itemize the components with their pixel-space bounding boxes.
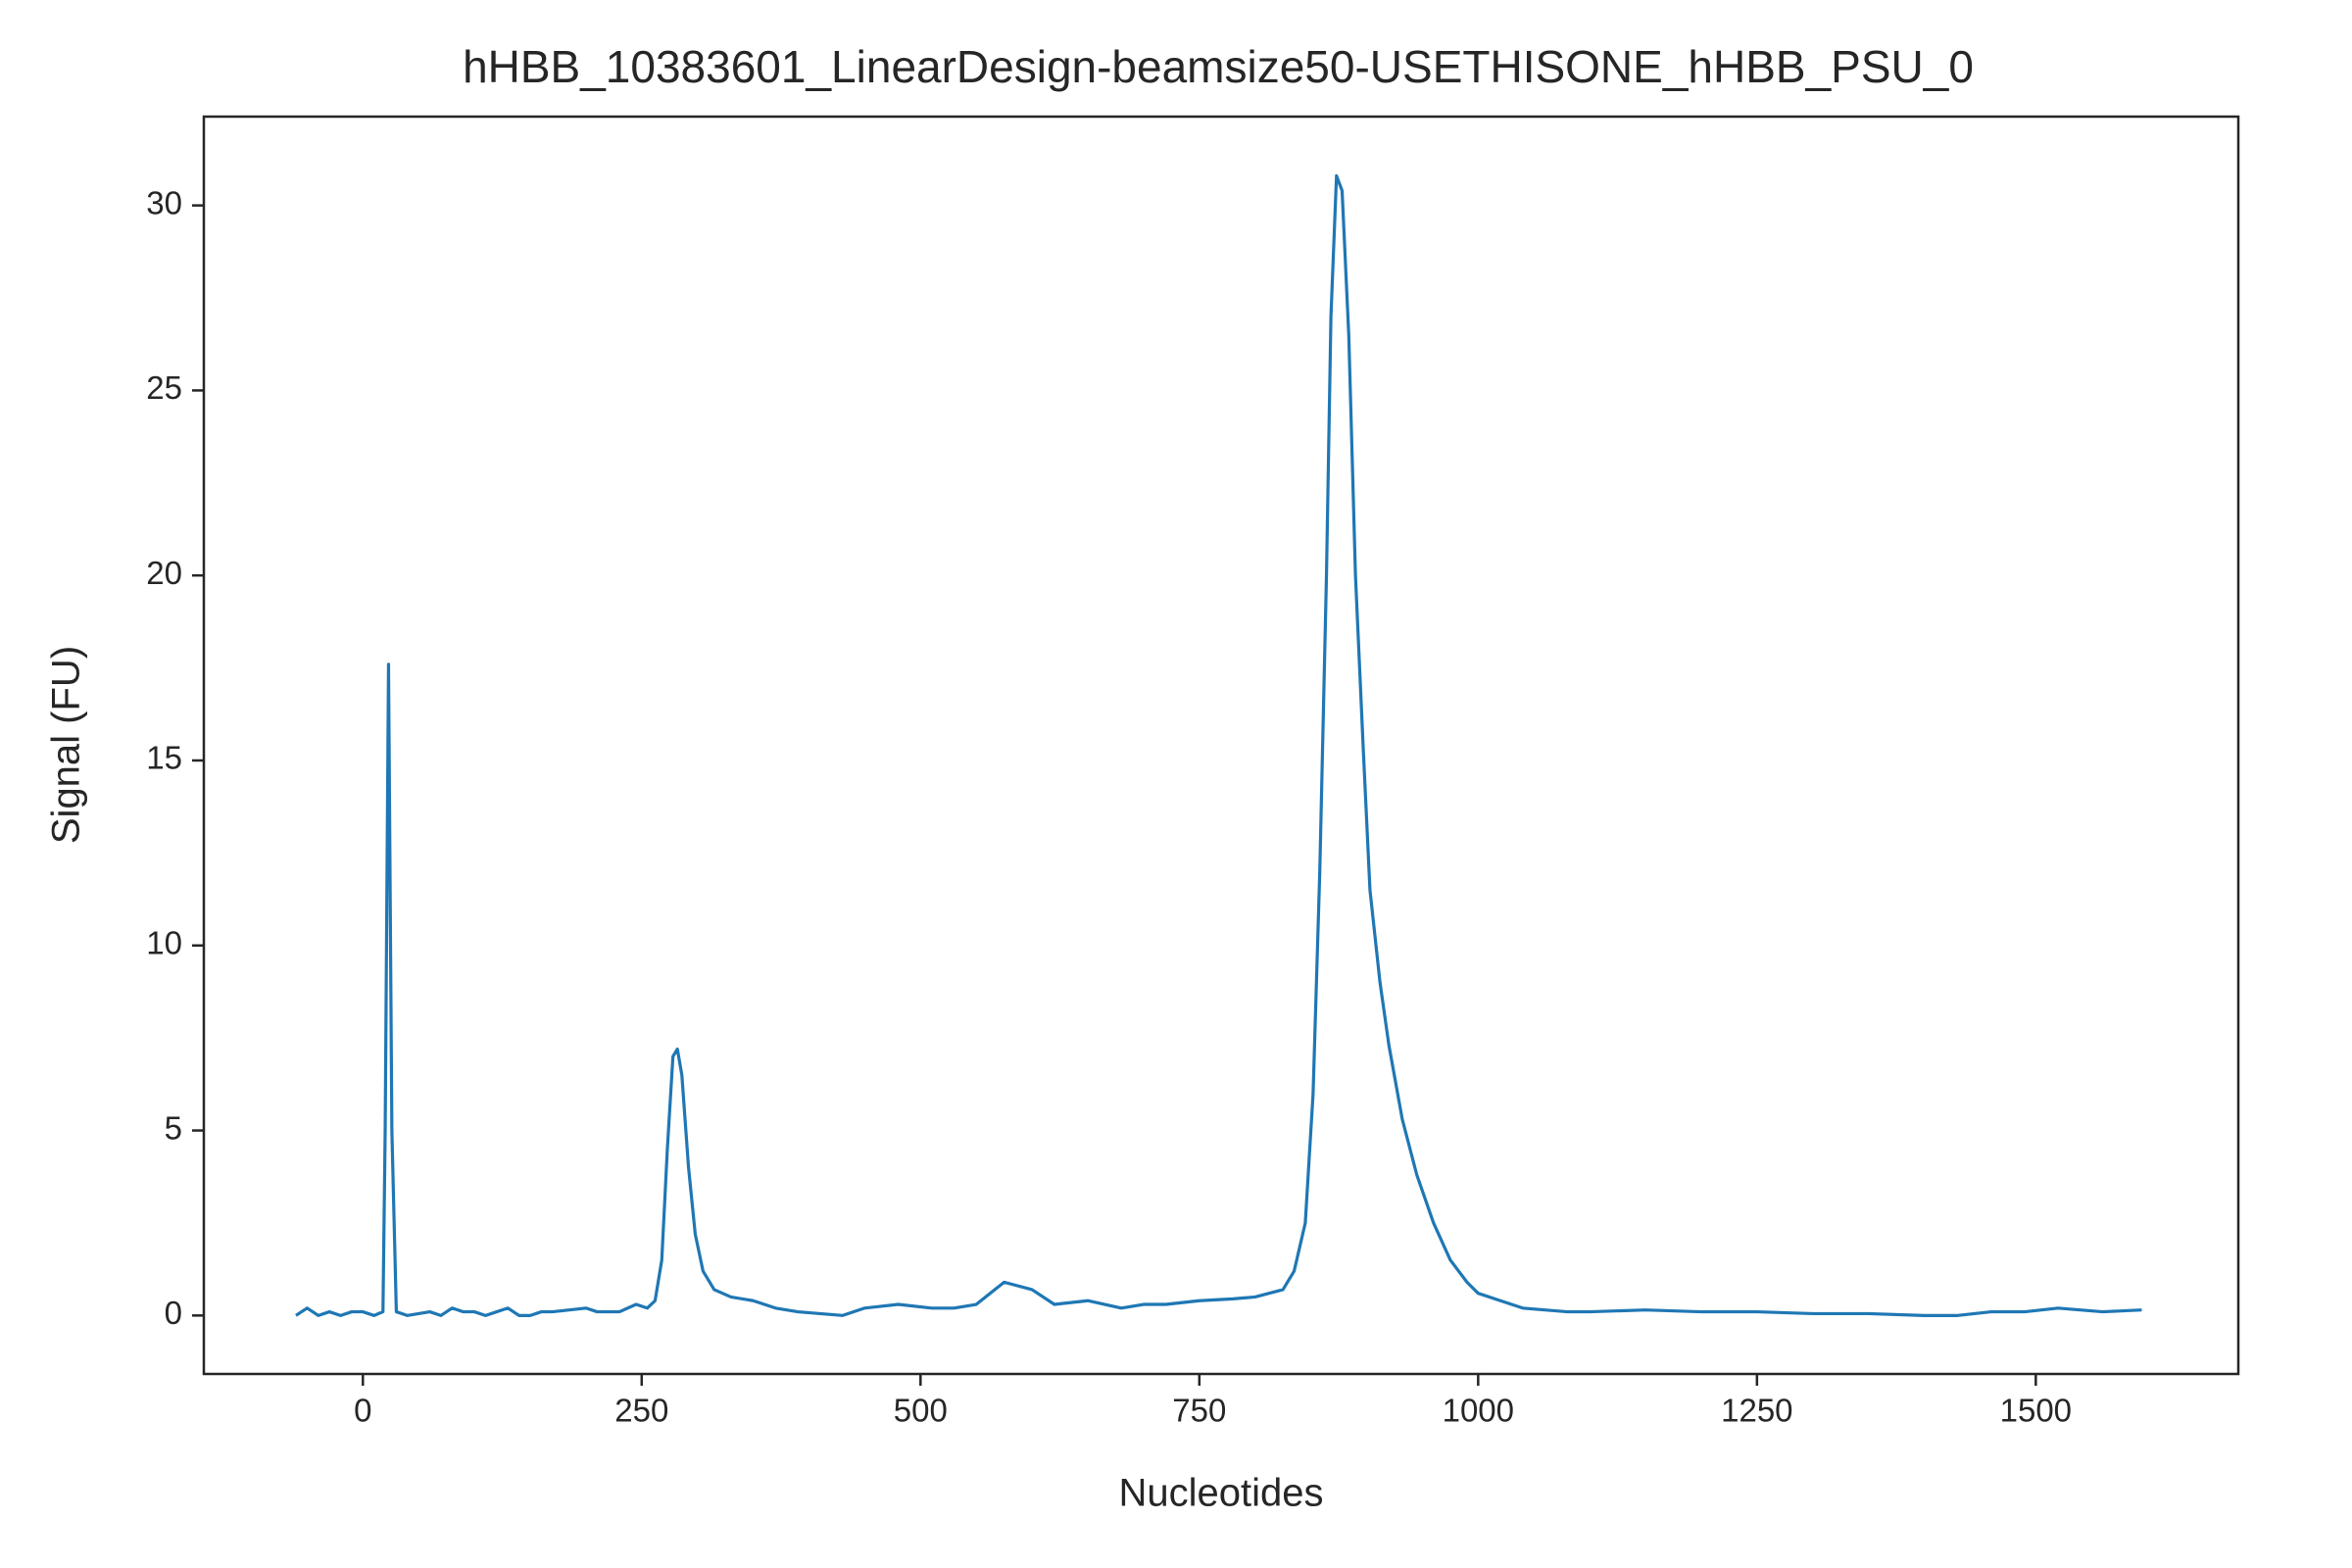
plot-frame (202, 115, 2240, 1376)
x-tick-label: 500 (894, 1393, 948, 1429)
plot-area: 0 250 500 750 1000 1250 1500 0 5 10 15 20 25 30 (146, 115, 2240, 1429)
y-tick-label: 0 (165, 1295, 182, 1331)
chart-title: hHBB_10383601_LinearDesign-beamsize50-US… (463, 41, 1974, 92)
x-tick-label: 0 (354, 1393, 371, 1429)
x-tick-label: 1000 (1443, 1393, 1514, 1429)
y-tick-label: 5 (165, 1109, 182, 1146)
x-axis-label: Nucleotides (1118, 1472, 1323, 1515)
y-axis-label: Signal (FU) (45, 646, 88, 844)
x-tick-label: 1500 (2000, 1393, 2072, 1429)
y-tick-label: 20 (146, 555, 182, 591)
x-tick-label: 250 (614, 1393, 668, 1429)
x-tick-label: 750 (1172, 1393, 1226, 1429)
y-tick-label: 30 (146, 184, 182, 220)
data-line (295, 173, 2142, 1317)
y-tick-label: 25 (146, 369, 182, 406)
y-tick-label: 15 (146, 740, 182, 776)
x-tick-label: 1250 (1721, 1393, 1792, 1429)
y-tick-label: 10 (146, 924, 182, 960)
